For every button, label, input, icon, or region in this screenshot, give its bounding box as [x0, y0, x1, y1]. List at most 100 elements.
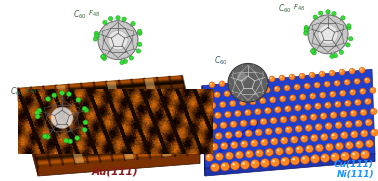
Circle shape	[98, 21, 138, 60]
Circle shape	[292, 138, 294, 140]
Circle shape	[346, 43, 350, 47]
Circle shape	[362, 131, 364, 133]
Circle shape	[265, 108, 271, 114]
Circle shape	[75, 136, 79, 140]
Circle shape	[280, 137, 288, 144]
Circle shape	[251, 140, 258, 147]
Circle shape	[310, 154, 319, 163]
Circle shape	[344, 100, 351, 106]
Circle shape	[215, 112, 221, 119]
Circle shape	[235, 131, 242, 138]
Circle shape	[83, 120, 88, 125]
Text: $C_{60}$: $C_{60}$	[278, 2, 292, 15]
Circle shape	[370, 129, 378, 136]
Circle shape	[246, 131, 249, 133]
Circle shape	[275, 127, 282, 134]
Circle shape	[225, 132, 232, 139]
Circle shape	[43, 134, 48, 139]
Circle shape	[310, 93, 316, 99]
Circle shape	[249, 78, 255, 84]
Circle shape	[342, 133, 344, 135]
Circle shape	[325, 123, 332, 130]
Circle shape	[304, 31, 308, 35]
Circle shape	[347, 24, 351, 28]
Circle shape	[289, 74, 295, 80]
Text: $C_{60}$: $C_{60}$	[73, 8, 87, 21]
Circle shape	[310, 49, 315, 53]
Circle shape	[244, 89, 250, 95]
Text: Cu(111): Cu(111)	[334, 161, 374, 169]
Circle shape	[260, 139, 268, 146]
Circle shape	[335, 142, 343, 150]
Circle shape	[270, 117, 277, 124]
Circle shape	[315, 123, 322, 131]
Circle shape	[330, 54, 334, 58]
Text: $F_{48}$: $F_{48}$	[25, 86, 37, 96]
Circle shape	[291, 136, 298, 143]
Circle shape	[295, 125, 302, 132]
Circle shape	[339, 90, 346, 96]
Circle shape	[222, 164, 225, 167]
Circle shape	[256, 130, 259, 132]
Circle shape	[299, 73, 305, 79]
Circle shape	[367, 141, 369, 144]
Circle shape	[245, 90, 247, 92]
Circle shape	[35, 111, 40, 115]
Circle shape	[231, 122, 234, 124]
Circle shape	[371, 89, 373, 90]
Circle shape	[221, 103, 223, 104]
Circle shape	[280, 157, 290, 166]
Circle shape	[341, 91, 343, 93]
Circle shape	[285, 86, 287, 88]
Circle shape	[272, 160, 275, 162]
Circle shape	[231, 102, 233, 104]
Circle shape	[272, 139, 274, 141]
Circle shape	[228, 63, 268, 102]
Circle shape	[231, 161, 240, 170]
Circle shape	[234, 110, 241, 117]
Circle shape	[240, 80, 242, 82]
Circle shape	[341, 132, 348, 139]
Circle shape	[225, 111, 231, 118]
Circle shape	[285, 126, 292, 133]
Circle shape	[361, 130, 368, 137]
Circle shape	[301, 95, 303, 97]
Circle shape	[292, 158, 295, 161]
Circle shape	[335, 81, 337, 83]
Circle shape	[131, 22, 135, 26]
Circle shape	[101, 54, 105, 59]
Circle shape	[230, 121, 237, 128]
Circle shape	[231, 141, 238, 149]
Circle shape	[281, 97, 283, 99]
Circle shape	[359, 67, 365, 73]
Circle shape	[250, 79, 252, 81]
Circle shape	[108, 16, 113, 21]
Circle shape	[261, 99, 263, 101]
Circle shape	[237, 72, 247, 82]
Circle shape	[129, 56, 133, 60]
Circle shape	[200, 144, 208, 151]
Circle shape	[211, 163, 220, 172]
Circle shape	[370, 108, 377, 115]
Circle shape	[206, 114, 208, 116]
Circle shape	[321, 154, 330, 162]
Circle shape	[206, 135, 209, 137]
Circle shape	[230, 81, 232, 83]
Circle shape	[317, 146, 319, 148]
Circle shape	[217, 154, 219, 157]
Circle shape	[215, 93, 217, 95]
Circle shape	[264, 87, 270, 93]
Circle shape	[275, 87, 277, 89]
Circle shape	[324, 81, 330, 87]
Circle shape	[345, 80, 347, 82]
Circle shape	[265, 148, 273, 156]
Circle shape	[67, 92, 71, 96]
Circle shape	[229, 100, 236, 107]
Circle shape	[256, 110, 258, 112]
Circle shape	[350, 110, 357, 117]
Circle shape	[210, 123, 217, 129]
Circle shape	[295, 85, 297, 87]
Circle shape	[360, 68, 362, 70]
Circle shape	[321, 114, 324, 116]
Circle shape	[68, 139, 73, 144]
